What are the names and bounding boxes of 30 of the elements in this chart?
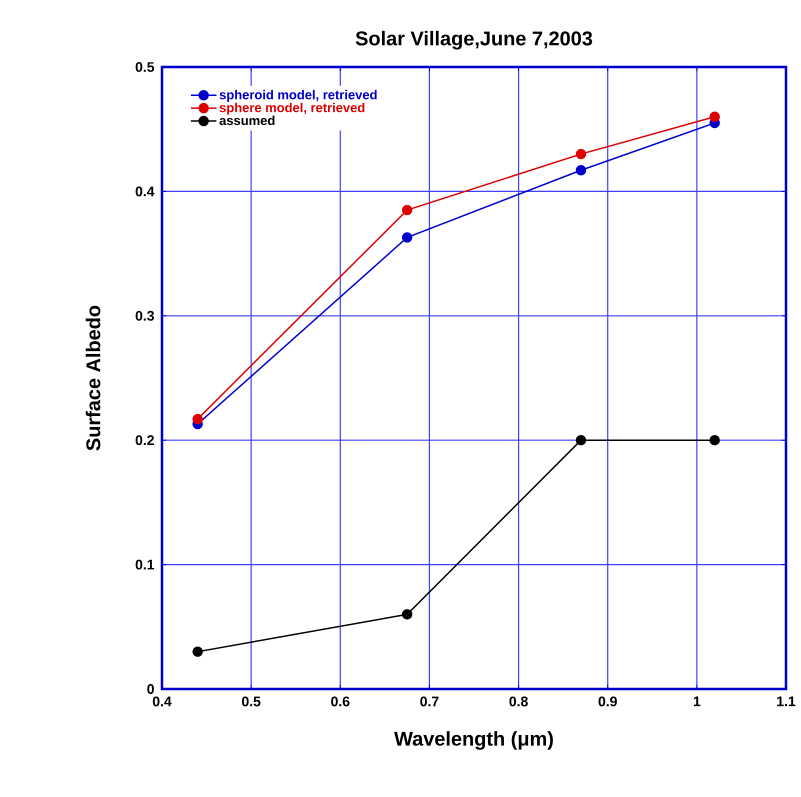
point [709, 112, 720, 122]
x-tick-label: 0.8 [509, 696, 528, 706]
point [192, 646, 203, 657]
y-tick-label: 0.2 [136, 435, 154, 446]
point [402, 609, 412, 620]
x-tick-label: 0.7 [420, 696, 439, 706]
point [192, 414, 203, 424]
y-tick-label: 0.4 [136, 186, 154, 196]
x-tick-label: 0.6 [331, 696, 350, 706]
legend-label: assumed [220, 116, 274, 126]
chart-title: Solar Village,June 7,2003 [356, 30, 592, 50]
y-tick-label: 0.3 [136, 310, 154, 321]
x-axis-title: Wavelength (μm) [394, 731, 553, 750]
point [402, 204, 412, 216]
legend-label: spheroid model, retrieved [220, 90, 377, 102]
x-tick-label: 0.5 [242, 696, 260, 706]
x-tick-label: 0.4 [152, 696, 172, 706]
point [402, 232, 412, 243]
x-tick-label: 1.1 [777, 696, 796, 706]
x-tick-label: 1 [694, 696, 700, 706]
point [576, 434, 586, 446]
y-tick-label: 0.5 [136, 62, 154, 72]
point [576, 148, 586, 160]
point [709, 434, 720, 446]
y-tick-label: 0.1 [136, 560, 154, 570]
x-tick-label: 0.9 [598, 696, 617, 706]
legend-label: sphere model, retrieved [220, 102, 364, 115]
point [576, 165, 586, 176]
y-axis-title: Surface Albedo [86, 306, 100, 450]
y-tick-label: 0 [147, 684, 154, 694]
